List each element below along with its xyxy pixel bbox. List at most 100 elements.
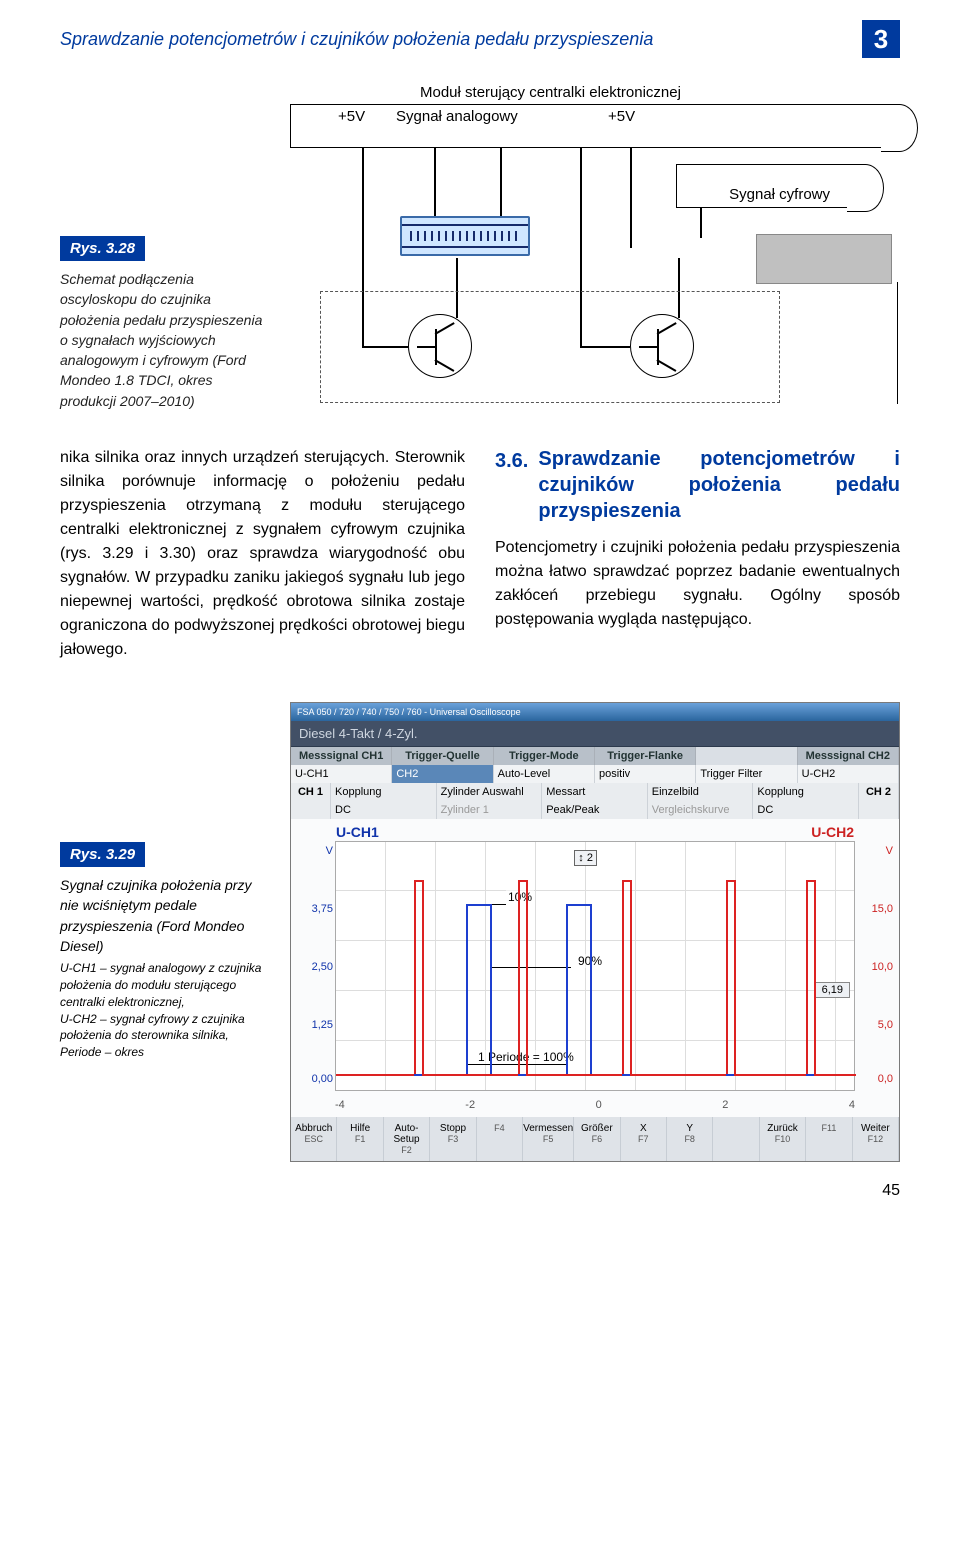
scope-mode-bar: Diesel 4-Takt / 4-Zyl.: [291, 721, 899, 747]
footer-button-label: Weiter: [853, 1123, 898, 1134]
tab-ch1-header: Messsignal CH1: [291, 747, 392, 765]
y-right-tick: 0,0: [857, 1073, 893, 1085]
val-trigger-mode[interactable]: Auto-Level: [494, 765, 595, 783]
footer-button-fn: F12: [853, 1134, 898, 1144]
footer-button[interactable]: AbbruchESC: [291, 1117, 337, 1161]
lbl-ch1: CH 1: [291, 783, 331, 801]
val-trigger-filter[interactable]: Trigger Filter: [696, 765, 797, 783]
footer-button[interactable]: VermessenF5: [523, 1117, 574, 1161]
oscilloscope-dashed-box: [320, 291, 780, 403]
lbl-kopplung-2: Kopplung: [753, 783, 859, 801]
footer-button-fn: F7: [621, 1134, 666, 1144]
cell-empty-l: [291, 801, 331, 819]
signal-analog-label: Sygnał analogowy: [396, 108, 518, 125]
footer-button[interactable]: GrößerF6: [574, 1117, 620, 1161]
y-left-tick: 0,00: [312, 1073, 333, 1085]
footer-button[interactable]: F4: [477, 1117, 523, 1161]
footer-button-fn: F2: [384, 1145, 429, 1155]
figure-caption-329-sub: U-CH1 – sygnał analogowy z czujnika poło…: [60, 960, 270, 1061]
lbl-zylinder: Zylinder Auswahl: [437, 783, 543, 801]
x-tick: 4: [849, 1099, 855, 1111]
footer-button[interactable]: [713, 1117, 759, 1161]
val-ch1-signal[interactable]: U-CH1: [291, 765, 392, 783]
ecu-grey-block: [756, 234, 892, 284]
x-axis: -4 -2 0 2 4: [335, 1099, 855, 1111]
y-axis-left: V3,752,501,250,00: [295, 841, 335, 1091]
y-right-tick: 10,0: [857, 961, 893, 973]
module-title: Moduł sterujący centralki elektronicznej: [420, 84, 681, 101]
footer-button[interactable]: ZurückF10: [760, 1117, 806, 1161]
figure-caption: Schemat podłączenia oscyloskopu do czujn…: [60, 269, 270, 411]
y-left-tick: 1,25: [312, 1019, 333, 1031]
footer-button-fn: F3: [430, 1134, 475, 1144]
sensor-chip: [400, 216, 530, 256]
x-tick: 2: [722, 1099, 728, 1111]
footer-button[interactable]: XF7: [621, 1117, 667, 1161]
connection-diagram: Moduł sterujący centralki elektronicznej…: [290, 86, 900, 416]
body-column-left: nika silnika oraz innych urządzeń steruj…: [60, 446, 465, 662]
val-kopplung-1[interactable]: DC: [331, 801, 437, 819]
footer-button[interactable]: StoppF3: [430, 1117, 476, 1161]
annotation-10pct: 10%: [506, 890, 534, 904]
y-right-tick: V: [857, 845, 893, 857]
uch1-label: U-CH1: [336, 824, 379, 840]
footer-button-label: Vermessen: [523, 1123, 573, 1134]
y-left-tick: V: [326, 845, 333, 857]
subsection-number: 3.6.: [495, 446, 528, 524]
footer-button[interactable]: Auto-SetupF2: [384, 1117, 430, 1161]
y-right-tick: 15,0: [857, 903, 893, 915]
lbl-kopplung-1: Kopplung: [331, 783, 437, 801]
figure-caption-329-main: Sygnał czujnika położenia przy nie wciśn…: [60, 875, 270, 956]
footer-button-fn: F1: [337, 1134, 382, 1144]
scope-chart: U-CH1 U-CH2 ↕ 2 6,19 10% 90% 1 Periode =…: [335, 841, 855, 1091]
footer-button-fn: F6: [574, 1134, 619, 1144]
y-right-tick: 5,0: [857, 1019, 893, 1031]
cell-empty-r: [859, 801, 899, 819]
x-tick: -4: [335, 1099, 345, 1111]
footer-button-fn: F10: [760, 1134, 805, 1144]
val-messart[interactable]: Peak/Peak: [542, 801, 648, 819]
val-trigger-edge[interactable]: positiv: [595, 765, 696, 783]
footer-button-label: Zurück: [760, 1123, 805, 1134]
val-ch2-signal[interactable]: U-CH2: [798, 765, 899, 783]
x-tick: -2: [465, 1099, 475, 1111]
footer-button[interactable]: HilfeF1: [337, 1117, 383, 1161]
scope-header-row: Messsignal CH1 Trigger-Quelle Trigger-Mo…: [291, 747, 899, 765]
val-vergleich[interactable]: Vergleichskurve: [648, 801, 754, 819]
page-number: 45: [60, 1182, 900, 1200]
footer-button-label: Hilfe: [337, 1123, 382, 1134]
section-number-badge: 3: [862, 20, 900, 58]
x-tick: 0: [596, 1099, 602, 1111]
scope-footer-bar: AbbruchESCHilfeF1Auto-SetupF2StoppF3F4Ve…: [291, 1117, 899, 1161]
footer-button-fn: F8: [667, 1134, 712, 1144]
footer-button-label: Y: [667, 1123, 712, 1134]
figure-label: Rys. 3.28: [60, 236, 145, 261]
body-column-right: Potencjometry i czujniki położenia pedał…: [495, 536, 900, 632]
val-kopplung-2[interactable]: DC: [753, 801, 859, 819]
y-left-tick: 3,75: [312, 903, 333, 915]
y-axis-right: V 15,0 10,0 5,0 0,0: [855, 841, 895, 1091]
plus5v-label-left: +5V: [338, 108, 365, 125]
footer-button[interactable]: F11: [806, 1117, 852, 1161]
lbl-ch2: CH 2: [859, 783, 899, 801]
footer-button-fn: F5: [523, 1134, 573, 1144]
footer-button-label: Größer: [574, 1123, 619, 1134]
footer-button-label: Auto-Setup: [384, 1123, 429, 1145]
figure-label-329: Rys. 3.29: [60, 842, 145, 867]
footer-button[interactable]: YF8: [667, 1117, 713, 1161]
signal-digital-label: Sygnał cyfrowy: [729, 186, 830, 203]
tab-empty: [696, 747, 797, 765]
val-zylinder[interactable]: Zylinder 1: [437, 801, 543, 819]
lbl-messart: Messart: [542, 783, 648, 801]
scope-subvalue-row: DC Zylinder 1 Peak/Peak Vergleichskurve …: [291, 801, 899, 819]
readout-box: 6,19: [815, 982, 850, 998]
tab-trigger-source-header: Trigger-Quelle: [392, 747, 493, 765]
val-trigger-source[interactable]: CH2: [392, 765, 493, 783]
footer-button[interactable]: WeiterF12: [853, 1117, 899, 1161]
scope-value-row: U-CH1 CH2 Auto-Level positiv Trigger Fil…: [291, 765, 899, 783]
plus5v-label-right: +5V: [608, 108, 635, 125]
trigger-icon: ↕ 2: [574, 850, 597, 866]
tab-trigger-edge-header: Trigger-Flanke: [595, 747, 696, 765]
uch2-label: U-CH2: [811, 824, 854, 840]
scope-subheader-row: CH 1 Kopplung Zylinder Auswahl Messart E…: [291, 783, 899, 801]
